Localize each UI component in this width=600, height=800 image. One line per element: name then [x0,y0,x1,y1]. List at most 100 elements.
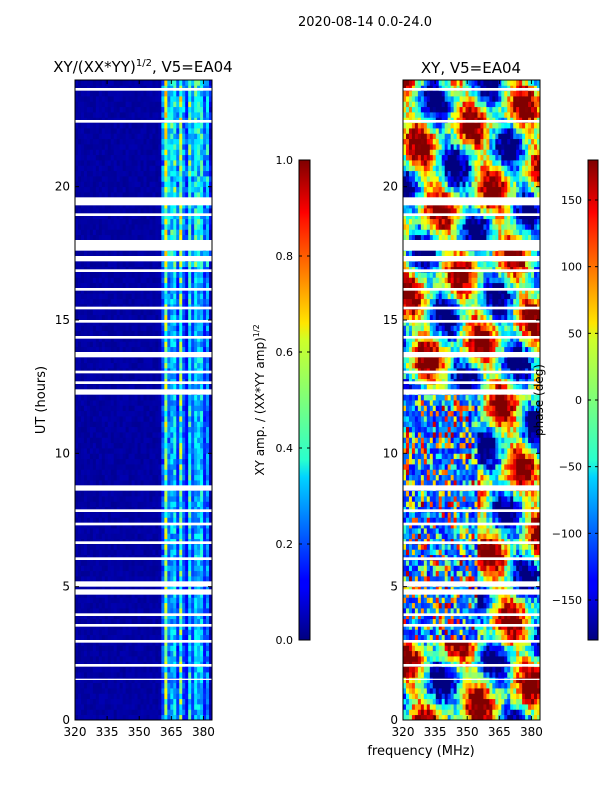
amplitude-heatmap-cell [179,288,183,294]
amplitude-heatmap-cell [95,656,100,662]
amplitude-heatmap-cell [155,709,159,716]
amplitude-heatmap-cell [149,170,153,177]
amplitude-heatmap-cell [137,410,141,417]
amplitude-heatmap-cell [131,181,135,188]
amplitude-heatmap-cell [86,400,91,406]
amplitude-heatmap-cell [104,384,109,390]
amplitude-heatmap-cell [110,453,115,460]
amplitude-heatmap-cell [182,496,186,502]
amplitude-heatmap-cell [101,714,106,720]
amplitude-heatmap-cell [113,565,118,572]
amplitude-heatmap-cell [197,570,201,577]
amplitude-heatmap-cell [92,522,97,529]
amplitude-heatmap-cell [98,208,103,214]
amplitude-heatmap-cell [197,282,201,289]
amplitude-heatmap-cell [101,421,106,428]
amplitude-heatmap-cell [203,170,207,177]
amplitude-heatmap-cell [134,650,138,657]
amplitude-heatmap-cell [146,282,150,289]
amplitude-heatmap-cell [188,490,192,497]
amplitude-heatmap-cell [188,640,192,646]
amplitude-heatmap-cell [188,629,192,636]
amplitude-heatmap-cell [200,330,204,337]
amplitude-heatmap-cell [161,624,165,630]
amplitude-heatmap-cell [152,400,156,406]
amplitude-heatmap-cell [89,416,94,422]
amplitude-heatmap-cell [188,144,192,150]
amplitude-heatmap-cell [152,522,156,529]
amplitude-heatmap-cell [95,138,100,145]
amplitude-heatmap-cell [164,314,168,321]
amplitude-heatmap-cell [77,618,82,625]
amplitude-heatmap-cell [77,517,82,524]
amplitude-heatmap-cell [86,490,91,497]
amplitude-heatmap-cell [158,714,162,720]
amplitude-heatmap-cell [110,666,115,673]
amplitude-heatmap-cell [146,346,150,353]
amplitude-heatmap-cell [167,565,171,572]
amplitude-heatmap-cell [75,453,79,460]
amplitude-heatmap-cell [95,570,100,577]
amplitude-heatmap-cell [197,416,201,422]
amplitude-heatmap-cell [182,330,186,337]
amplitude-heatmap-cell [188,544,192,550]
amplitude-heatmap-cell [191,192,195,198]
amplitude-heatmap-cell [197,682,201,689]
amplitude-heatmap-cell [149,576,153,582]
amplitude-heatmap-cell [185,410,189,417]
amplitude-heatmap-cell [92,693,97,700]
amplitude-heatmap-cell [182,373,186,380]
amplitude-heatmap-cell [110,629,115,636]
amplitude-heatmap-cell [194,181,198,188]
amplitude-heatmap-cell [203,629,207,636]
amplitude-heatmap-cell [116,373,121,380]
amplitude-heatmap-cell [149,656,153,662]
amplitude-heatmap-cell [203,341,207,348]
amplitude-heatmap-cell [125,490,130,497]
amplitude-heatmap-cell [173,405,177,412]
amplitude-heatmap-cell [179,341,183,348]
amplitude-heatmap-cell [95,320,100,326]
amplitude-heatmap-cell [89,469,94,476]
amplitude-heatmap-cell [134,688,138,694]
amplitude-heatmap-cell [116,602,121,609]
amplitude-heatmap-cell [179,202,183,209]
amplitude-heatmap-cell [161,272,165,278]
amplitude-heatmap-cell [167,496,171,502]
amplitude-heatmap-cell [119,634,124,641]
amplitude-heatmap-cell [209,560,212,566]
amplitude-heatmap-cell [191,218,195,225]
amplitude-heatmap-cell [203,672,207,678]
amplitude-heatmap-cell [125,325,130,332]
amplitude-heatmap-cell [188,410,192,417]
amplitude-heatmap-cell [80,272,85,278]
amplitude-heatmap-cell [203,592,207,598]
amplitude-heatmap-cell [152,325,156,332]
amplitude-heatmap-cell [200,709,204,716]
amplitude-heatmap-cell [134,624,138,630]
amplitude-heatmap-cell [131,672,135,678]
amplitude-heatmap-cell [173,384,177,390]
amplitude-heatmap-cell [197,202,201,209]
amplitude-heatmap-cell [110,160,115,166]
amplitude-heatmap-cell [152,645,156,652]
amplitude-heatmap-cell [158,565,162,572]
amplitude-heatmap-cell [203,656,207,662]
amplitude-heatmap-cell [116,432,121,438]
amplitude-heatmap-cell [107,314,112,321]
amplitude-heatmap-cell [134,613,138,620]
amplitude-heatmap-cell [143,496,147,502]
amplitude-heatmap-cell [176,709,180,716]
amplitude-heatmap-cell [116,272,121,278]
amplitude-heatmap-cell [104,250,109,257]
amplitude-heatmap-cell [155,512,159,518]
amplitude-heatmap-cell [173,704,177,710]
amplitude-heatmap-cell [155,218,159,225]
amplitude-heatmap-cell [140,474,144,481]
amplitude-heatmap-cell [107,608,112,614]
amplitude-heatmap-cell [89,421,94,428]
amplitude-heatmap-cell [125,709,130,716]
amplitude-heatmap-cell [188,650,192,657]
amplitude-heatmap-cell [197,576,201,582]
amplitude-heatmap-cell [134,714,138,720]
